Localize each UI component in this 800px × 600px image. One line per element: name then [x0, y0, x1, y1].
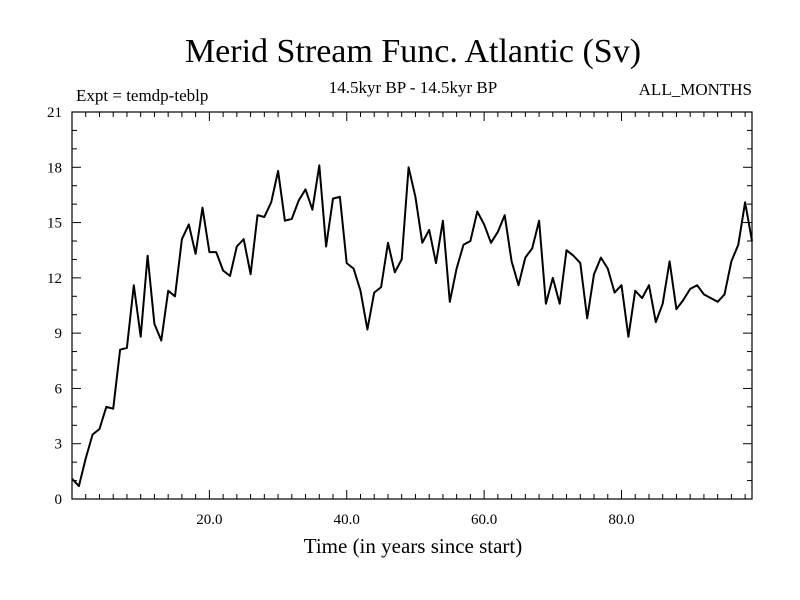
x-tick-label: 80.0	[608, 512, 634, 528]
chart-subtitle: 14.5kyr BP - 14.5kyr BP	[329, 78, 497, 97]
y-tick-label: 18	[47, 160, 62, 176]
y-tick-label: 9	[55, 326, 63, 342]
x-tick-label: 40.0	[334, 512, 360, 528]
plot-frame	[71, 111, 753, 500]
y-tick-label: 15	[47, 216, 62, 232]
y-tick-label: 6	[55, 381, 63, 397]
months-label: ALL_MONTHS	[639, 80, 752, 99]
chart-title: Merid Stream Func. Atlantic (Sv)	[185, 33, 641, 70]
x-tick-label: 20.0	[196, 512, 222, 528]
experiment-label: Expt = temdp-teblp	[76, 86, 208, 105]
y-tick-label: 21	[47, 105, 62, 121]
y-tick-label: 0	[55, 492, 63, 508]
x-axis-label: Time (in years since start)	[304, 534, 523, 558]
x-axis: 20.0 40.0 60.0 80.0	[85, 112, 746, 528]
y-tick-label: 3	[55, 437, 63, 453]
y-axis: 0 3 6 9 12 15 18 21	[47, 105, 752, 508]
y-tick-label: 12	[47, 271, 62, 287]
x-tick-label: 60.0	[471, 512, 497, 528]
series-line	[71, 164, 753, 488]
